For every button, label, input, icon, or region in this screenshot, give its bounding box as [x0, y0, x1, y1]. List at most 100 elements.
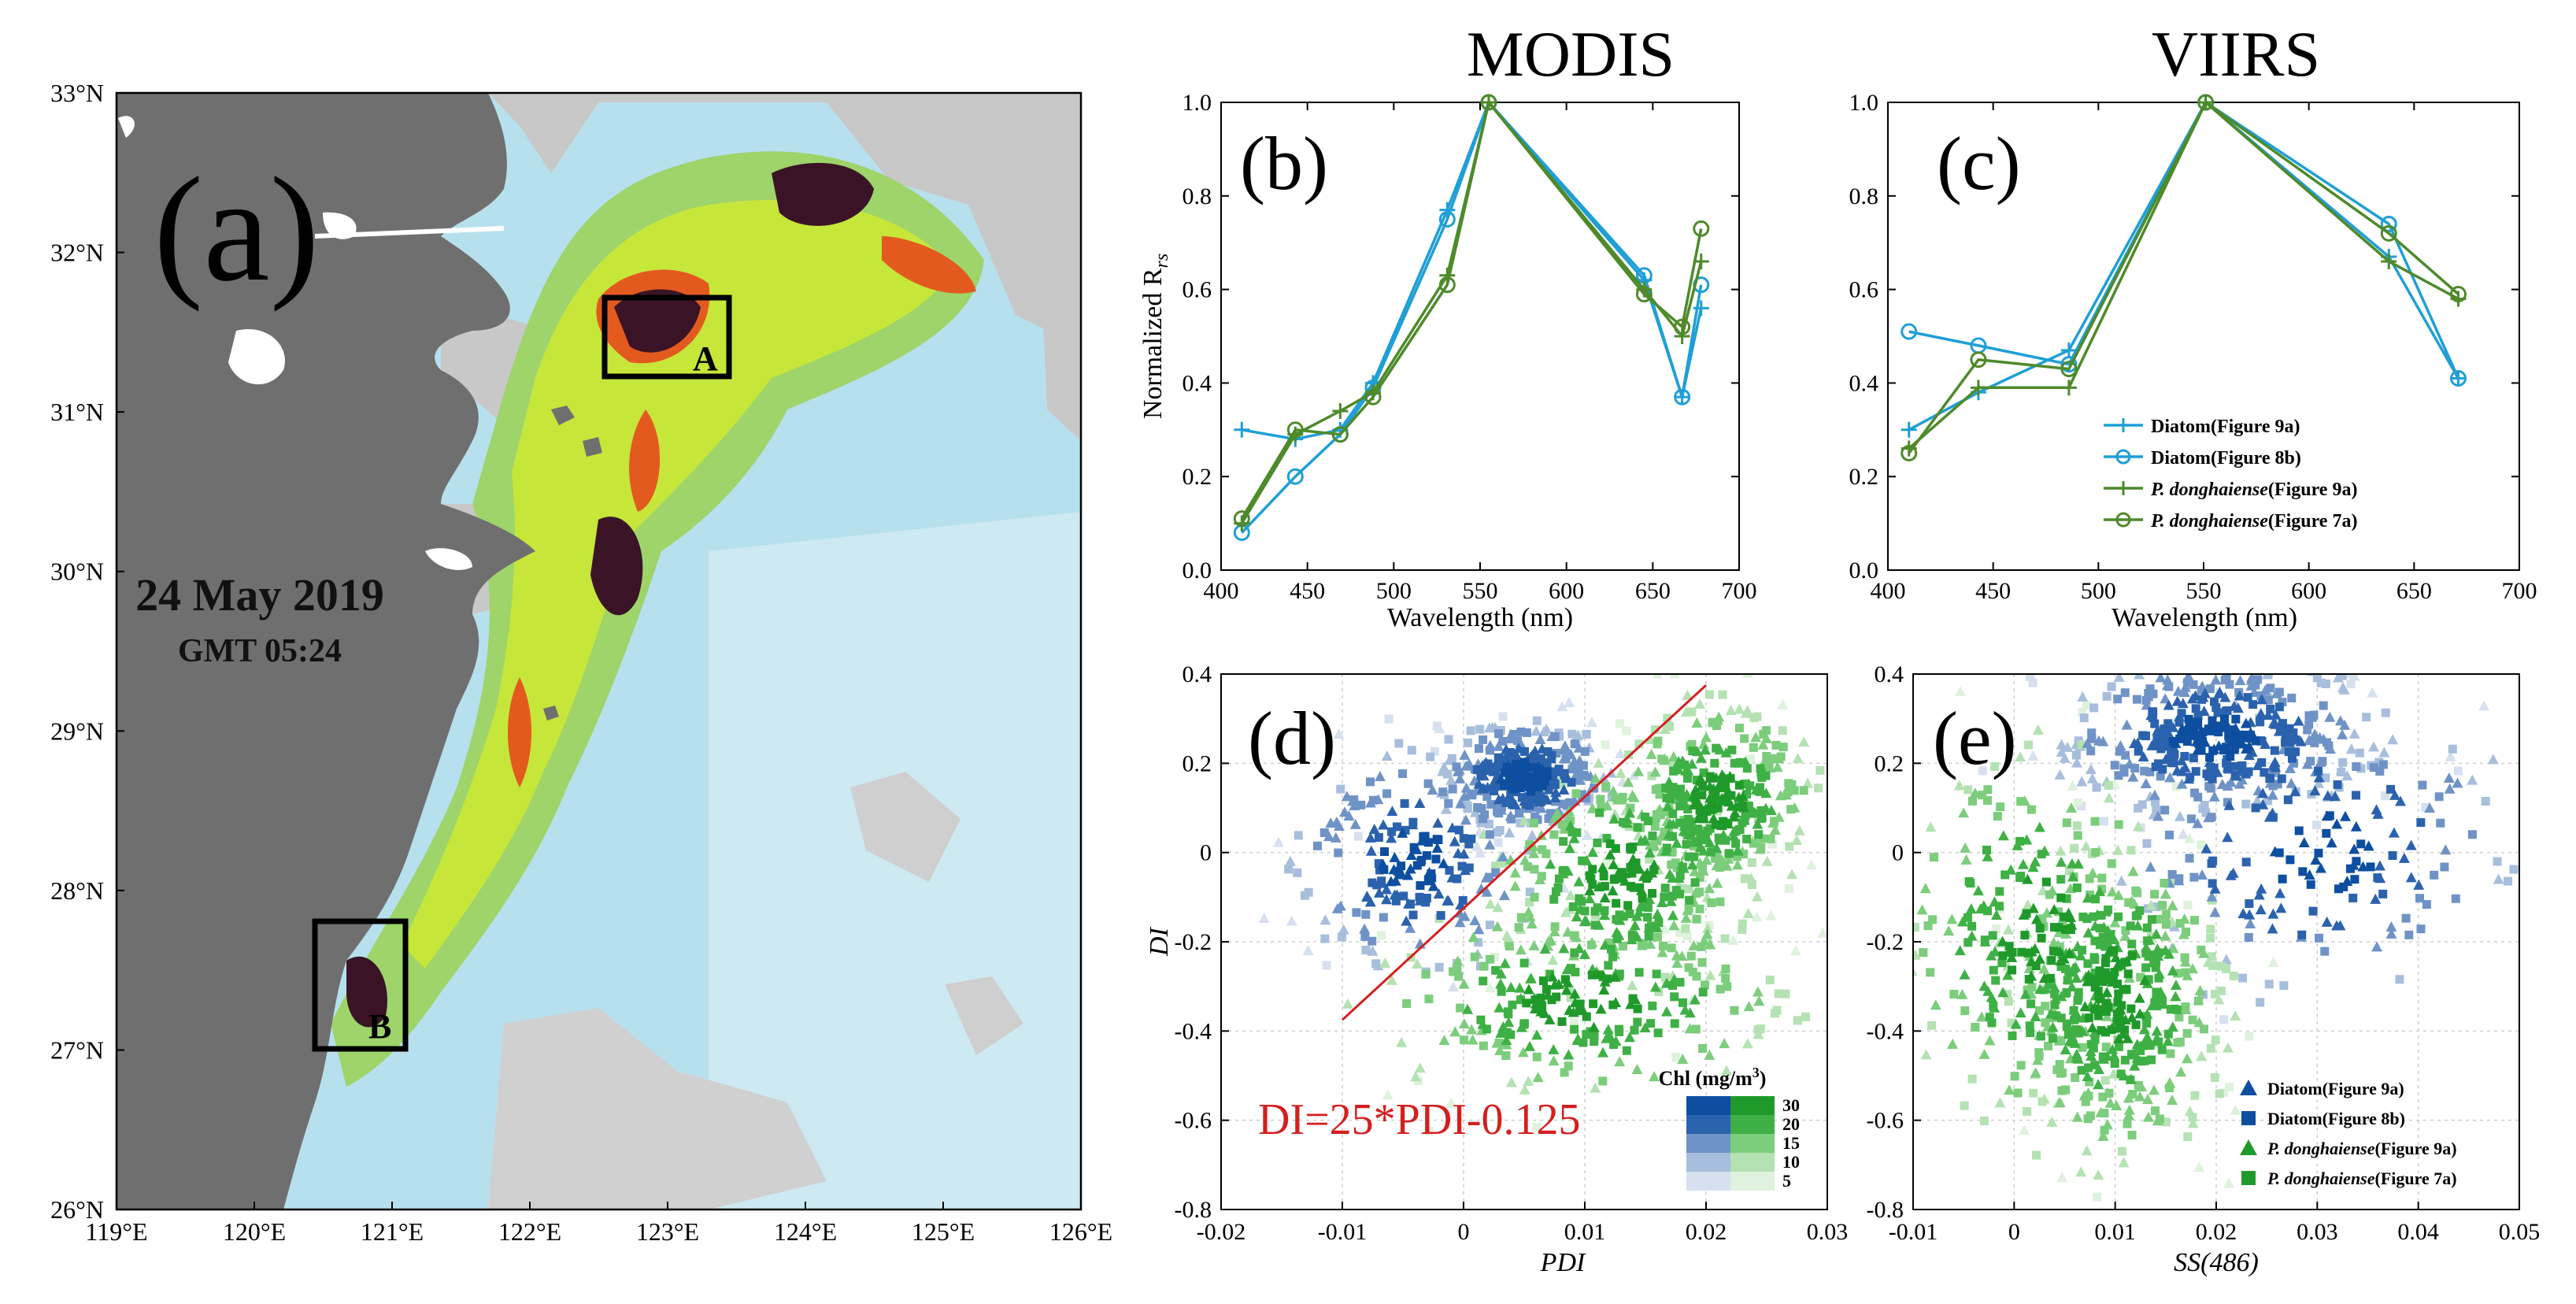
scatter-point — [2093, 1011, 2103, 1021]
scatter-point — [2108, 1068, 2119, 1079]
scatter-point — [2142, 923, 2152, 932]
scatter-point — [2356, 839, 2366, 849]
scatter-point — [1608, 785, 1619, 796]
scatter-point — [1723, 853, 1734, 864]
scatter-point — [2216, 961, 2226, 971]
scatter-point — [2058, 953, 2070, 964]
scatter-point — [1587, 970, 1597, 980]
scatter-point — [1609, 971, 1621, 982]
scatter-point — [1687, 707, 1697, 717]
scatter-point — [1590, 772, 1601, 784]
scatter-point — [1747, 858, 1756, 867]
series-point — [2060, 380, 2077, 396]
scatter-point — [1705, 772, 1715, 781]
scatter-point — [2140, 766, 2149, 776]
scatter-point — [1615, 747, 1627, 758]
scatter-point — [1612, 898, 1621, 908]
scatter-point — [2211, 989, 2220, 998]
scatter-point — [1573, 876, 1585, 887]
scatter-point — [1635, 835, 1647, 846]
scatter-point — [2070, 1015, 2079, 1024]
scatter-point — [2285, 724, 2294, 733]
scatter-point — [1675, 818, 1684, 828]
scatter-point — [2090, 817, 2100, 826]
scatter-point — [1595, 808, 1604, 817]
scatter-point — [1557, 779, 1567, 788]
scatter-point — [1441, 803, 1453, 814]
scatter-point — [1814, 784, 1823, 793]
scatter-point — [1505, 791, 1516, 802]
scatter-point — [1786, 869, 1798, 880]
scatter-point — [1445, 865, 1454, 875]
line-chart-panel-c: 400 450 500 550 600 650 7000.00.20.40.60.81.0 … — [1849, 90, 2537, 632]
x-tick-label: 500 — [1376, 578, 1412, 604]
scatter-point — [1584, 885, 1596, 896]
scatter-point — [2115, 746, 2124, 756]
scatter-point — [1680, 912, 1692, 923]
scatter-point — [1688, 789, 1700, 800]
scatter-point — [2136, 1046, 2145, 1055]
scatter-point — [1587, 846, 1599, 858]
scatter-point — [1578, 856, 1587, 865]
scatter-point — [1564, 890, 1576, 901]
scatter-point — [1663, 713, 1672, 723]
scatter-point — [1675, 799, 1686, 810]
scatter-point — [1379, 913, 1388, 922]
scatter-point — [1991, 924, 2000, 934]
scatter-point — [1768, 839, 1778, 849]
scatter-point — [1423, 779, 1433, 788]
scatter-point — [1442, 895, 1453, 906]
panel-c-series — [1901, 94, 2467, 461]
scatter-point — [1522, 998, 1531, 1008]
scatter-point — [1525, 972, 1537, 984]
scatter-point — [2193, 1017, 2205, 1028]
scatter-point — [1757, 739, 1769, 750]
scatter-point — [1531, 1029, 1543, 1040]
scatter-point — [1880, 824, 1889, 833]
scatter-point — [2229, 971, 2238, 980]
scatter-point — [2063, 947, 2075, 958]
scatter-point — [2241, 743, 2252, 754]
scatter-point — [1485, 830, 1494, 839]
scatter-point — [2187, 963, 2199, 974]
scatter-point — [1377, 858, 1389, 869]
scatter-point — [1495, 825, 1505, 835]
scatter-point — [2161, 742, 2171, 751]
scatter-point — [2208, 768, 2218, 777]
scatter-point — [2267, 807, 2278, 818]
scatter-point — [1563, 1049, 1575, 1060]
scatter-point — [2062, 741, 2074, 752]
scatter-point — [1407, 746, 1416, 755]
scatter-point — [1692, 972, 1701, 981]
scatter-point — [2234, 690, 2245, 701]
scatter-point — [2048, 1034, 2057, 1043]
scatter-point — [1493, 1002, 1505, 1013]
scatter-point — [2184, 674, 2196, 683]
scatter-point — [1628, 842, 1638, 851]
scatter-point — [2219, 691, 2231, 702]
scatter-point — [2237, 908, 2249, 919]
legend-label: Diatom(Figure 8b) — [2151, 448, 2301, 469]
scatter-point — [1405, 849, 1417, 860]
scatter-point — [2230, 1104, 2241, 1115]
scatter-point — [1759, 755, 1771, 766]
scatter-point — [2322, 790, 2334, 801]
y-tick-label: -0.2 — [1867, 929, 1904, 955]
scatter-point — [2003, 947, 2015, 958]
bloom-dark-patch-north — [772, 162, 874, 226]
viirs-title: VIIRS — [2152, 18, 2320, 90]
scatter-point — [2000, 870, 2010, 880]
scatter-point — [1577, 897, 1586, 906]
panel-b-label: (b) — [1240, 121, 1328, 206]
y-tick-label: 0 — [1200, 840, 1212, 866]
scatter-point — [1519, 854, 1531, 865]
scatter-point — [2152, 914, 2162, 924]
scatter-point — [1427, 880, 1439, 891]
scatter-point — [1676, 950, 1688, 961]
scatter-point — [1618, 942, 1627, 951]
scatter-point — [2082, 701, 2092, 710]
scatter-point — [1615, 719, 1624, 728]
series-point — [1901, 323, 1918, 340]
scatter-point — [1502, 780, 1512, 790]
scatter-point — [2101, 1010, 2113, 1021]
